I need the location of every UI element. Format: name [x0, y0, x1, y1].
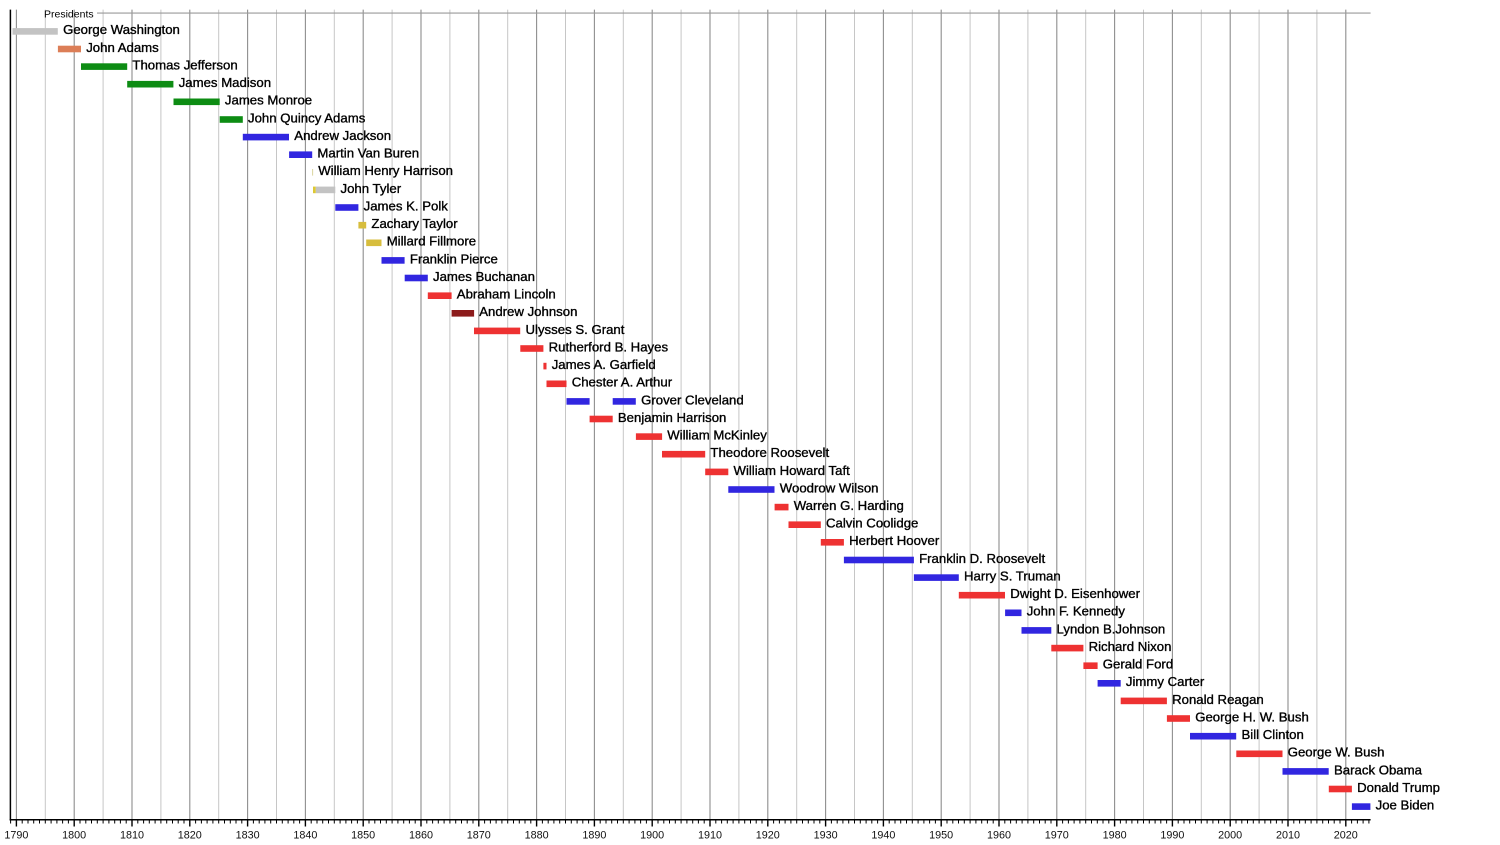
- svg-text:John Quincy Adams: John Quincy Adams: [248, 110, 366, 125]
- svg-text:John F. Kennedy: John F. Kennedy: [1027, 604, 1126, 619]
- svg-text:1800: 1800: [62, 829, 86, 840]
- svg-text:Zachary Taylor: Zachary Taylor: [371, 216, 458, 231]
- svg-text:George Washington: George Washington: [63, 22, 180, 37]
- svg-text:Rutherford B. Hayes: Rutherford B. Hayes: [549, 339, 669, 354]
- svg-text:Andrew Johnson: Andrew Johnson: [479, 304, 577, 319]
- svg-text:1980: 1980: [1103, 829, 1127, 840]
- svg-text:Grover Cleveland: Grover Cleveland: [641, 392, 744, 407]
- svg-text:2000: 2000: [1218, 829, 1242, 840]
- svg-text:Franklin D. Roosevelt: Franklin D. Roosevelt: [919, 551, 1045, 566]
- svg-text:James Buchanan: James Buchanan: [433, 269, 535, 284]
- svg-text:Jimmy Carter: Jimmy Carter: [1126, 674, 1205, 689]
- svg-text:William McKinley: William McKinley: [667, 428, 767, 443]
- svg-text:1960: 1960: [987, 829, 1011, 840]
- svg-text:1880: 1880: [525, 829, 549, 840]
- svg-text:1830: 1830: [236, 829, 260, 840]
- svg-text:Chester A. Arthur: Chester A. Arthur: [572, 375, 673, 390]
- svg-text:1940: 1940: [871, 829, 895, 840]
- svg-text:Ulysses S. Grant: Ulysses S. Grant: [526, 322, 625, 337]
- svg-text:2010: 2010: [1276, 829, 1300, 840]
- svg-text:Warren G. Harding: Warren G. Harding: [794, 498, 904, 513]
- svg-text:John Tyler: John Tyler: [341, 181, 402, 196]
- svg-text:Barack Obama: Barack Obama: [1334, 762, 1423, 777]
- svg-text:Millard Fillmore: Millard Fillmore: [387, 234, 476, 249]
- svg-text:Calvin Coolidge: Calvin Coolidge: [826, 516, 918, 531]
- svg-text:Thomas Jefferson: Thomas Jefferson: [132, 58, 237, 73]
- svg-text:1930: 1930: [814, 829, 838, 840]
- svg-text:1970: 1970: [1045, 829, 1069, 840]
- svg-text:1920: 1920: [756, 829, 780, 840]
- svg-text:Franklin Pierce: Franklin Pierce: [410, 251, 498, 266]
- svg-text:Ronald Reagan: Ronald Reagan: [1172, 692, 1264, 707]
- svg-text:Dwight D. Eisenhower: Dwight D. Eisenhower: [1010, 586, 1140, 601]
- svg-text:James A. Garfield: James A. Garfield: [552, 357, 656, 372]
- svg-text:1950: 1950: [929, 829, 953, 840]
- svg-text:Bill Clinton: Bill Clinton: [1242, 727, 1304, 742]
- svg-text:Presidents: Presidents: [44, 8, 94, 20]
- svg-text:1820: 1820: [178, 829, 202, 840]
- svg-text:Lyndon B.Johnson: Lyndon B.Johnson: [1057, 621, 1166, 636]
- svg-text:William Howard Taft: William Howard Taft: [734, 463, 851, 478]
- svg-text:Woodrow Wilson: Woodrow Wilson: [780, 480, 879, 495]
- svg-text:1890: 1890: [582, 829, 606, 840]
- svg-text:Joe Biden: Joe Biden: [1376, 798, 1435, 813]
- svg-text:1790: 1790: [4, 829, 28, 840]
- svg-text:Abraham Lincoln: Abraham Lincoln: [457, 287, 556, 302]
- svg-text:George H. W. Bush: George H. W. Bush: [1195, 709, 1309, 724]
- svg-text:John Adams: John Adams: [86, 40, 159, 55]
- svg-text:1910: 1910: [698, 829, 722, 840]
- svg-text:Richard Nixon: Richard Nixon: [1089, 639, 1172, 654]
- svg-text:1810: 1810: [120, 829, 144, 840]
- svg-text:Gerald Ford: Gerald Ford: [1103, 657, 1173, 672]
- svg-text:Harry S. Truman: Harry S. Truman: [964, 569, 1061, 584]
- svg-text:Benjamin Harrison: Benjamin Harrison: [618, 410, 726, 425]
- svg-text:1850: 1850: [351, 829, 375, 840]
- svg-text:1870: 1870: [467, 829, 491, 840]
- svg-text:Herbert Hoover: Herbert Hoover: [849, 533, 940, 548]
- svg-text:1840: 1840: [293, 829, 317, 840]
- svg-text:William Henry Harrison: William Henry Harrison: [318, 163, 453, 178]
- svg-text:James Madison: James Madison: [179, 75, 271, 90]
- svg-text:2020: 2020: [1334, 829, 1358, 840]
- svg-text:Martin Van Buren: Martin Van Buren: [317, 146, 419, 161]
- svg-text:Donald Trump: Donald Trump: [1357, 780, 1440, 795]
- svg-text:1900: 1900: [640, 829, 664, 840]
- svg-text:Andrew Jackson: Andrew Jackson: [294, 128, 391, 143]
- svg-text:1990: 1990: [1160, 829, 1184, 840]
- svg-text:James Monroe: James Monroe: [225, 93, 312, 108]
- svg-text:Theodore Roosevelt: Theodore Roosevelt: [710, 445, 829, 460]
- svg-text:George W. Bush: George W. Bush: [1288, 745, 1385, 760]
- svg-text:James K. Polk: James K. Polk: [364, 199, 449, 214]
- svg-text:1860: 1860: [409, 829, 433, 840]
